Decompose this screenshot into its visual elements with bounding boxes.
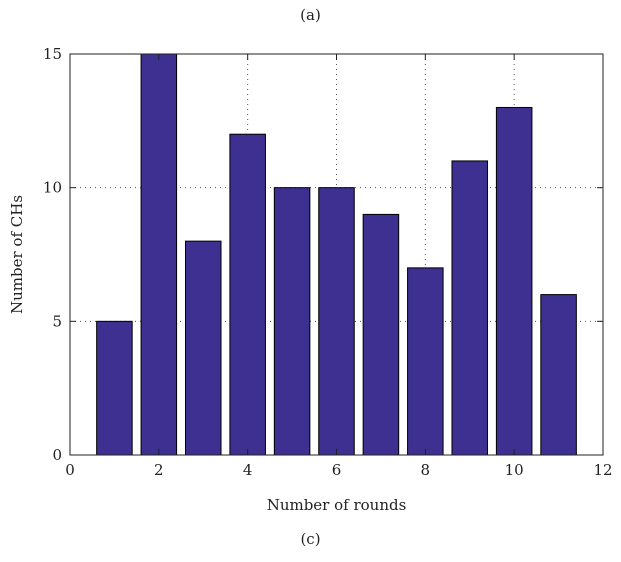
bar-round-8 <box>407 267 444 456</box>
bars <box>96 53 577 456</box>
bar-round-10 <box>495 106 533 456</box>
bar-round-2 <box>140 53 178 456</box>
x-tick-label: 12 <box>593 461 612 479</box>
x-tick-label: 0 <box>65 461 75 479</box>
bar-round-11 <box>540 294 577 456</box>
y-tick-label: 0 <box>52 446 62 464</box>
x-axis-label: Number of rounds <box>267 496 407 514</box>
bar-round-7 <box>362 213 400 456</box>
ticks: 0 2 4 6 8 10 12 0 5 10 15 <box>43 45 613 479</box>
top-caption: (a) <box>300 6 321 24</box>
bar-round-9 <box>451 160 489 456</box>
y-tick-label: 5 <box>52 312 62 330</box>
x-tick-label: 8 <box>421 461 431 479</box>
y-tick-label: 10 <box>43 179 62 197</box>
bottom-caption: (c) <box>300 530 321 548</box>
y-axis-label: Number of CHs <box>8 195 26 314</box>
bar-round-4 <box>229 133 266 456</box>
x-tick-label: 6 <box>332 461 342 479</box>
bar-round-6 <box>318 187 355 456</box>
bar-round-5 <box>273 187 311 456</box>
bar-round-1 <box>96 320 133 456</box>
y-tick-label: 15 <box>43 45 62 63</box>
x-tick-label: 4 <box>243 461 253 479</box>
x-tick-label: 10 <box>505 461 524 479</box>
x-tick-label: 2 <box>154 461 164 479</box>
bar-round-3 <box>184 240 222 456</box>
